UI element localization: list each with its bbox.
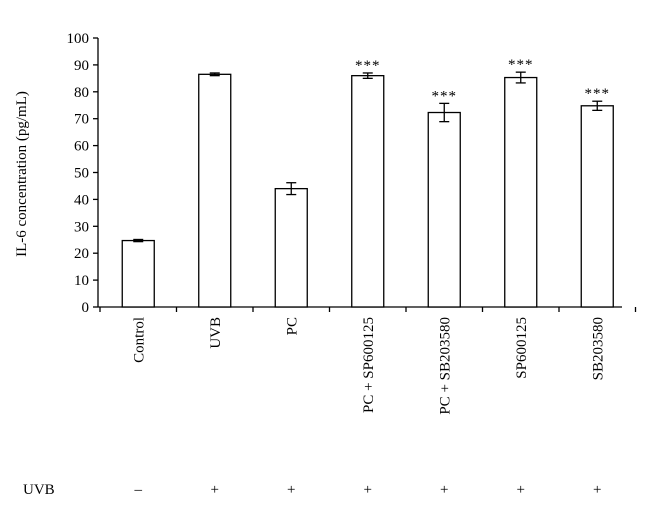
uvb-treatment-sign: + <box>211 482 219 498</box>
category-label: Control <box>131 317 147 363</box>
bar <box>351 75 385 308</box>
bars <box>121 71 614 308</box>
y-tick-label: 60 <box>74 139 89 155</box>
significance-label: *** <box>432 88 458 104</box>
significance-label: *** <box>585 86 611 102</box>
y-axis-title: IL-6 concentration (pg/mL) <box>14 91 30 257</box>
y-tick-label: 0 <box>82 300 90 316</box>
uvb-treatment-sign: + <box>593 482 601 498</box>
category-label: PC + SB203580 <box>437 317 453 415</box>
bar <box>427 111 461 308</box>
category-label: SB203580 <box>590 317 606 380</box>
uvb-treatment-sign: – <box>134 482 143 498</box>
significance-label: *** <box>355 58 381 74</box>
y-tick-label: 30 <box>74 219 89 235</box>
y-tick-label: 80 <box>74 85 89 101</box>
labels: 0 10 20 30 40 50 60 70 80 90 100 Control – UVB + PC + ***… <box>67 31 611 498</box>
category-label: UVB <box>208 317 224 349</box>
uvb-row-label: UVB <box>23 482 55 498</box>
bar <box>580 105 614 308</box>
y-tick-label: 90 <box>74 58 89 74</box>
significance-label: *** <box>508 57 534 73</box>
bar <box>274 187 308 308</box>
uvb-treatment-sign: + <box>364 482 372 498</box>
bar <box>198 73 232 308</box>
category-label: SP600125 <box>514 317 530 379</box>
y-tick-label: 50 <box>74 166 89 182</box>
y-tick-label: 10 <box>74 273 89 289</box>
uvb-treatment-sign: + <box>517 482 525 498</box>
category-label: PC <box>284 317 300 335</box>
bar <box>121 239 155 308</box>
y-tick-label: 100 <box>67 31 90 47</box>
y-tick-label: 40 <box>74 192 89 208</box>
uvb-treatment-sign: + <box>440 482 448 498</box>
y-tick-label: 70 <box>74 112 89 128</box>
uvb-treatment-sign: + <box>287 482 295 498</box>
y-tick-label: 20 <box>74 246 89 262</box>
bar <box>504 76 538 308</box>
category-label: PC + SP600125 <box>361 317 377 413</box>
